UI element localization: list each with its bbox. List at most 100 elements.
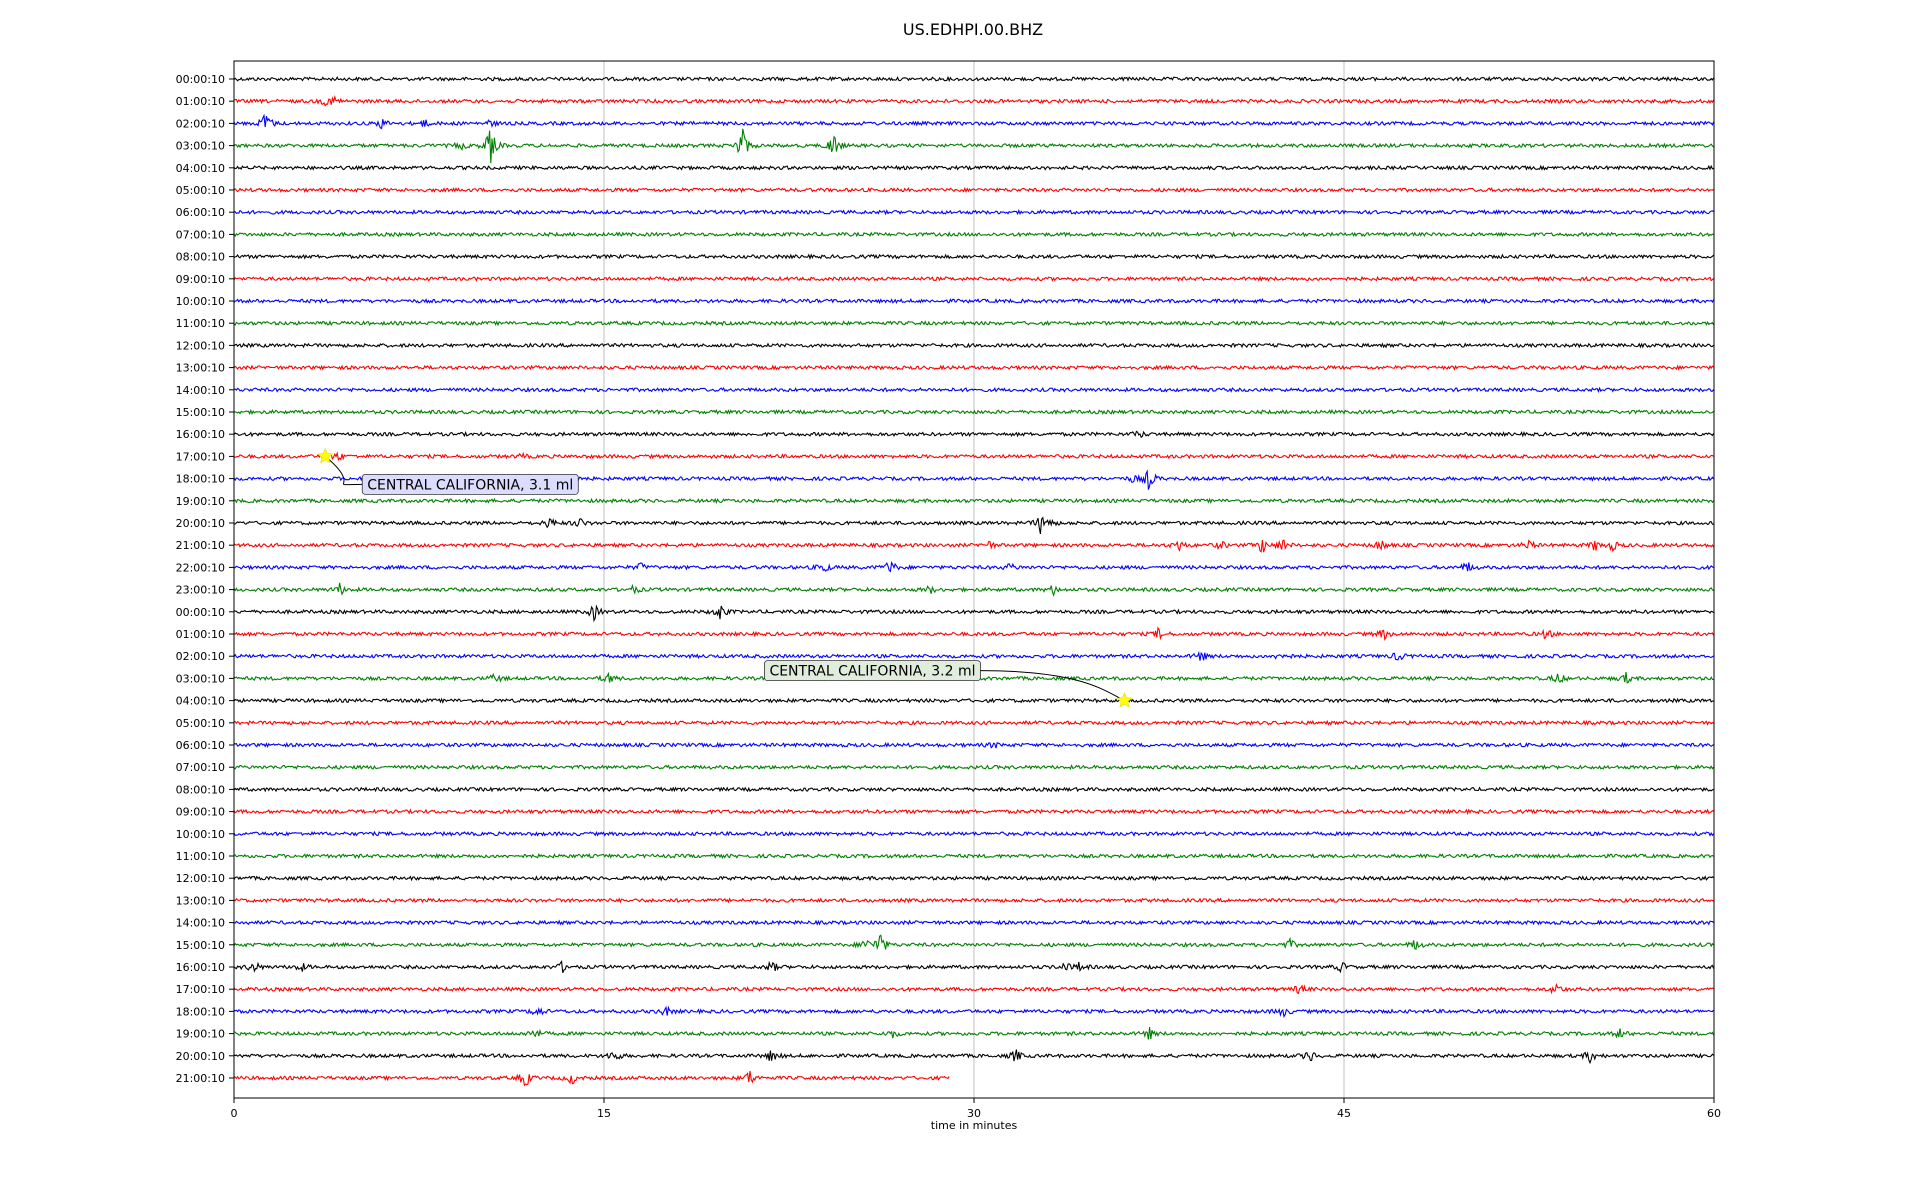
row-time-label: 11:00:10 xyxy=(176,317,225,330)
trace-row xyxy=(233,719,1714,726)
row-time-label: 00:00:10 xyxy=(176,606,225,619)
x-tick-label: 0 xyxy=(231,1107,238,1120)
x-tick-label: 30 xyxy=(967,1107,981,1120)
trace-row xyxy=(233,275,1715,283)
row-time-label: 01:00:10 xyxy=(176,628,225,641)
row-time-label: 20:00:10 xyxy=(176,1050,225,1063)
trace-row xyxy=(233,934,1715,951)
event-leader-line xyxy=(324,456,363,486)
trace-row xyxy=(233,982,1714,995)
trace-row xyxy=(233,1070,950,1087)
trace-row xyxy=(233,208,1714,216)
row-time-label: 21:00:10 xyxy=(176,1072,225,1085)
row-time-label: 17:00:10 xyxy=(176,983,225,996)
trace-row xyxy=(233,451,1714,461)
trace-row xyxy=(233,430,1715,439)
trace-row xyxy=(233,128,1714,164)
trace-row xyxy=(233,75,1715,83)
row-time-label: 11:00:10 xyxy=(176,850,225,863)
row-time-label: 18:00:10 xyxy=(176,1005,225,1018)
trace-row xyxy=(233,95,1715,107)
x-tick-label: 60 xyxy=(1707,1107,1721,1120)
row-time-label: 03:00:10 xyxy=(176,140,225,153)
row-time-label: 05:00:10 xyxy=(176,184,225,197)
trace-row xyxy=(233,808,1714,815)
trace-row xyxy=(233,650,1714,661)
seismic-traces xyxy=(233,75,1715,1087)
trace-row xyxy=(233,231,1714,238)
trace-row xyxy=(233,875,1714,882)
x-axis-ticks: 0 15 30 45 60 xyxy=(231,1098,1721,1120)
trace-row xyxy=(233,1026,1715,1040)
x-axis-label: time in minutes xyxy=(931,1119,1018,1132)
trace-row xyxy=(233,741,1714,749)
row-time-label: 00:00:10 xyxy=(176,73,225,86)
trace-row xyxy=(233,960,1715,974)
row-time-label: 06:00:10 xyxy=(176,206,225,219)
trace-row xyxy=(233,560,1714,573)
row-time-label: 12:00:10 xyxy=(176,339,225,352)
row-time-label: 21:00:10 xyxy=(176,539,225,552)
trace-row xyxy=(233,786,1714,793)
trace-row xyxy=(233,364,1714,371)
trace-row xyxy=(233,830,1715,837)
event-star-icon xyxy=(1116,691,1133,708)
row-time-label: 17:00:10 xyxy=(176,450,225,463)
trace-row xyxy=(234,919,1714,926)
row-time-label: 13:00:10 xyxy=(176,894,225,907)
row-time-label: 08:00:10 xyxy=(176,783,225,796)
event-star-icon xyxy=(317,447,334,464)
plot-frame xyxy=(233,60,1715,1099)
trace-row xyxy=(233,164,1714,171)
trace-row xyxy=(233,113,1715,130)
row-time-label: 04:00:10 xyxy=(176,162,225,175)
row-time-label: 12:00:10 xyxy=(176,872,225,885)
trace-row xyxy=(233,604,1714,623)
row-time-label: 14:00:10 xyxy=(176,917,225,930)
trace-row xyxy=(233,253,1714,260)
row-time-label: 06:00:10 xyxy=(176,739,225,752)
row-time-label: 15:00:10 xyxy=(176,939,225,952)
event-annotation: CENTRAL CALIFORNIA, 3.2 ml xyxy=(764,660,1133,708)
row-time-label: 20:00:10 xyxy=(176,517,225,530)
trace-row xyxy=(233,386,1715,393)
trace-row xyxy=(233,497,1715,505)
row-time-label: 16:00:10 xyxy=(176,961,225,974)
trace-row xyxy=(233,626,1715,642)
row-time-label: 01:00:10 xyxy=(176,95,225,108)
trace-row xyxy=(233,1005,1715,1019)
row-time-label: 23:00:10 xyxy=(176,584,225,597)
row-time-label: 08:00:10 xyxy=(176,251,225,264)
event-leader-line xyxy=(980,670,1125,702)
trace-row xyxy=(233,763,1715,771)
row-time-label: 19:00:10 xyxy=(176,1028,225,1041)
trace-row xyxy=(233,582,1714,598)
row-time-label: 04:00:10 xyxy=(176,695,225,708)
row-time-label: 22:00:10 xyxy=(176,561,225,574)
row-time-label: 14:00:10 xyxy=(176,384,225,397)
trace-row xyxy=(233,539,1715,553)
row-time-labels: 00:00:10 01:00:10 02:00:10 03:00:10 04:00:10… xyxy=(176,73,234,1085)
trace-row xyxy=(233,697,1714,704)
row-time-label: 07:00:10 xyxy=(176,228,225,241)
event-label: CENTRAL CALIFORNIA, 3.1 ml xyxy=(367,477,573,493)
trace-row xyxy=(233,408,1714,416)
row-time-label: 02:00:10 xyxy=(176,117,225,130)
x-tick-label: 15 xyxy=(597,1107,611,1120)
trace-row xyxy=(233,1049,1714,1065)
trace-row xyxy=(234,852,1714,860)
row-time-label: 13:00:10 xyxy=(176,362,225,375)
trace-row xyxy=(233,897,1714,904)
row-time-label: 15:00:10 xyxy=(176,406,225,419)
event-label: CENTRAL CALIFORNIA, 3.2 ml xyxy=(769,664,975,680)
row-time-label: 09:00:10 xyxy=(176,806,225,819)
chart-title: US.EDHPI.00.BHZ xyxy=(903,20,1043,39)
event-annotations: CENTRAL CALIFORNIA, 3.1 ml CENTRAL CALIFO… xyxy=(317,447,1133,708)
row-time-label: 03:00:10 xyxy=(176,672,225,685)
trace-row xyxy=(233,320,1715,327)
trace-row xyxy=(234,516,1714,535)
trace-row xyxy=(233,297,1715,305)
row-time-label: 02:00:10 xyxy=(176,650,225,663)
trace-row xyxy=(233,342,1714,349)
